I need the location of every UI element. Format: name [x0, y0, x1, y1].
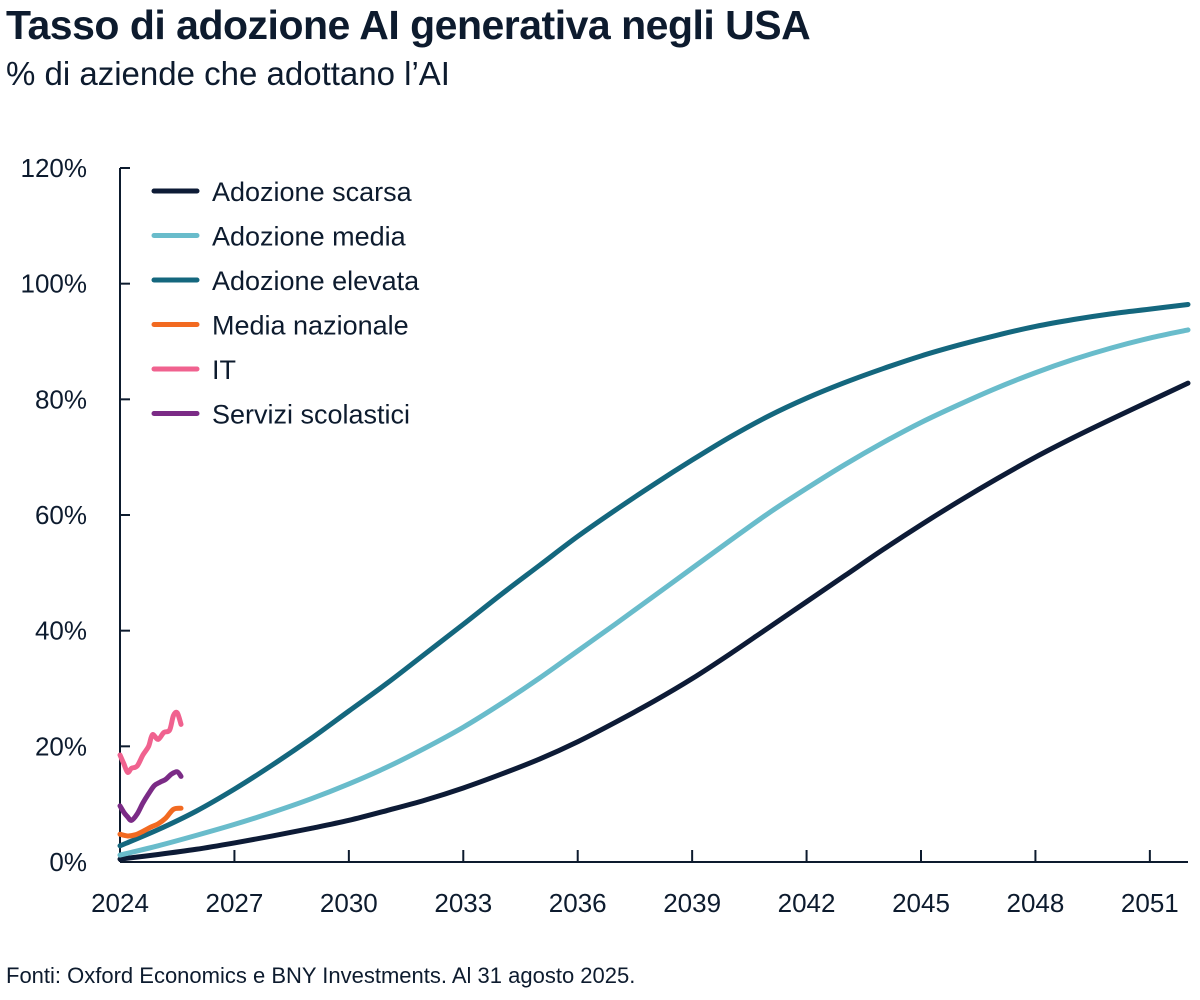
x-tick-label: 2036 — [549, 888, 607, 918]
y-tick-label: 100% — [21, 269, 88, 299]
y-tick-label: 120% — [21, 153, 88, 183]
x-tick-label: 2024 — [91, 888, 149, 918]
chart-title: Tasso di adozione AI generativa negli US… — [6, 2, 811, 48]
series-line-media-nazionale — [117, 805, 184, 839]
series-line-servizi-scolastici — [117, 769, 184, 823]
x-tick-label: 2039 — [663, 888, 721, 918]
y-tick-label: 80% — [35, 384, 87, 414]
chart-subtitle: % di aziende che adottano l’AI — [6, 55, 450, 92]
axes: 0% 20% 40% 60% 80% 100% 120% 2024 2027 2030 2033 20… — [21, 153, 1188, 918]
x-tick-label: 2048 — [1007, 888, 1065, 918]
series-lines — [117, 301, 1191, 862]
x-tick-label: 2033 — [434, 888, 492, 918]
x-tick-label: 2030 — [320, 888, 378, 918]
series-line-adozione-media — [117, 327, 1191, 858]
series-line-adozione-scarsa — [117, 380, 1191, 862]
y-tick-label: 20% — [35, 731, 87, 761]
x-tick-label: 2042 — [778, 888, 836, 918]
y-tick-label: 60% — [35, 500, 87, 530]
x-tick-label: 2045 — [892, 888, 950, 918]
series-line-it — [117, 709, 184, 775]
x-tick-label: 2027 — [206, 888, 264, 918]
y-tick-label: 0% — [49, 847, 87, 877]
legend-label-servizi-scolastici: Servizi scolastici — [212, 400, 410, 430]
legend-label-adozione-elevata: Adozione elevata — [212, 266, 420, 296]
legend-label-it: IT — [212, 355, 236, 385]
legend-label-adozione-media: Adozione media — [212, 222, 407, 252]
series-line-adozione-elevata — [117, 301, 1191, 849]
legend: Adozione scarsa Adozione media Adozione el… — [151, 177, 420, 430]
legend-label-media-nazionale: Media nazionale — [212, 311, 409, 341]
legend-label-adozione-scarsa: Adozione scarsa — [212, 177, 413, 207]
source-note: Fonti: Oxford Economics e BNY Investment… — [6, 963, 636, 988]
y-tick-label: 40% — [35, 616, 87, 646]
x-tick-label: 2051 — [1121, 888, 1179, 918]
